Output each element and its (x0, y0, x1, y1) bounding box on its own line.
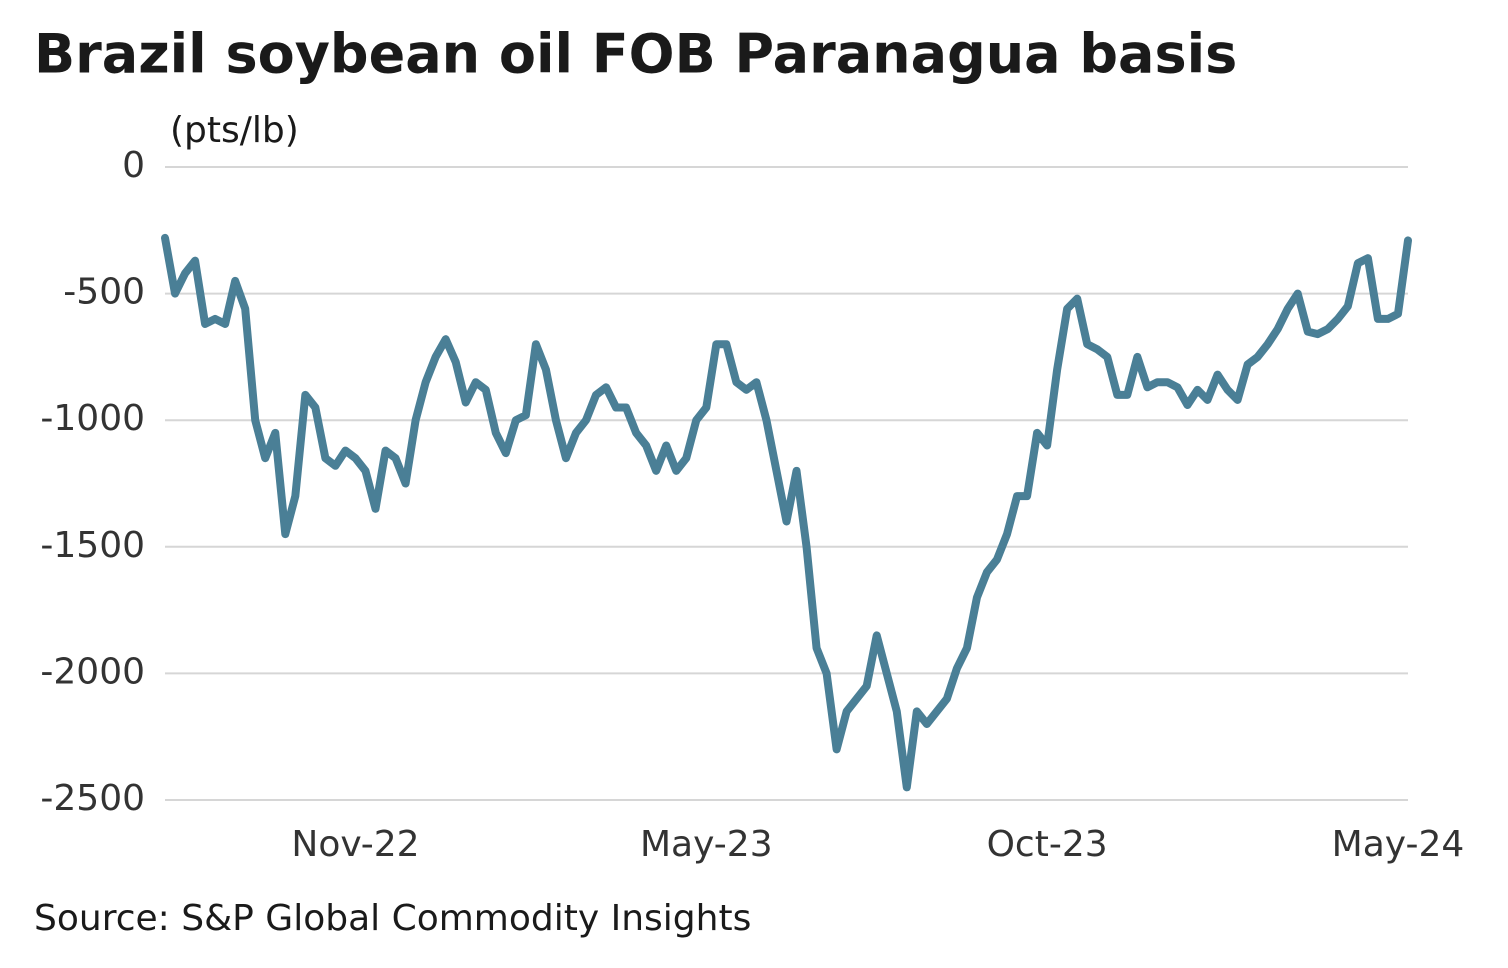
y-tick-label: 0 (122, 145, 145, 186)
x-tick-label: Nov-22 (291, 824, 419, 865)
y-tick-label: -500 (63, 272, 145, 313)
y-tick-label: -1000 (40, 398, 145, 439)
x-tick-label: May-24 (1332, 824, 1465, 865)
source-note: Source: S&P Global Commodity Insights (34, 898, 751, 939)
y-tick-label: -1500 (40, 525, 145, 566)
y-tick-label: -2000 (40, 651, 145, 692)
x-tick-label: May-23 (640, 824, 773, 865)
x-tick-label: Oct-23 (987, 824, 1108, 865)
y-tick-label: -2500 (40, 778, 145, 819)
y-axis-label: (pts/lb) (170, 110, 299, 151)
data-line (161, 233, 1412, 792)
chart-title: Brazil soybean oil FOB Paranagua basis (34, 23, 1237, 86)
